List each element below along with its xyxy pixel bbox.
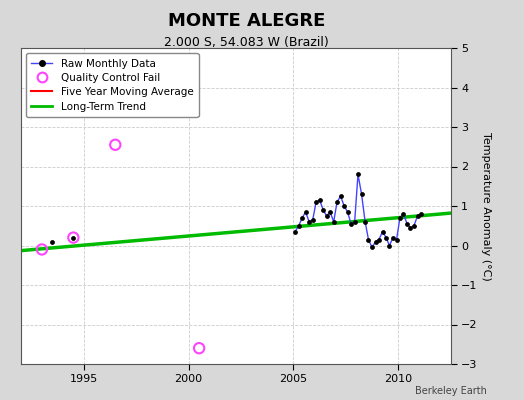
Point	[69, 234, 78, 241]
Legend: Raw Monthly Data, Quality Control Fail, Five Year Moving Average, Long-Term Tren: Raw Monthly Data, Quality Control Fail, …	[26, 53, 199, 117]
Point	[305, 218, 313, 225]
Point	[354, 171, 362, 178]
Text: MONTE ALEGRE: MONTE ALEGRE	[168, 12, 325, 30]
Point	[375, 236, 383, 243]
Point	[330, 218, 338, 225]
Point	[291, 228, 299, 235]
Point	[48, 238, 57, 245]
Point	[368, 244, 376, 251]
Point	[385, 242, 394, 249]
Point	[333, 199, 341, 205]
Point	[351, 218, 359, 225]
Text: 2.000 S, 54.083 W (Brazil): 2.000 S, 54.083 W (Brazil)	[164, 36, 329, 49]
Point	[343, 209, 352, 215]
Point	[378, 228, 387, 235]
Point	[195, 345, 203, 352]
Point	[372, 238, 380, 245]
Point	[38, 246, 46, 253]
Point	[413, 213, 422, 219]
Point	[403, 220, 411, 227]
Point	[361, 218, 369, 225]
Point	[417, 211, 425, 217]
Point	[364, 236, 373, 243]
Point	[322, 213, 331, 219]
Point	[406, 224, 414, 231]
Point	[392, 236, 401, 243]
Text: Berkeley Earth: Berkeley Earth	[416, 386, 487, 396]
Point	[294, 222, 303, 229]
Point	[312, 199, 320, 205]
Point	[309, 217, 317, 223]
Point	[301, 209, 310, 215]
Point	[111, 142, 119, 148]
Point	[326, 209, 334, 215]
Point	[357, 191, 366, 197]
Point	[340, 203, 348, 209]
Point	[319, 207, 328, 213]
Point	[315, 197, 324, 203]
Point	[298, 215, 307, 221]
Point	[410, 222, 418, 229]
Point	[69, 234, 78, 241]
Point	[336, 193, 345, 199]
Point	[389, 234, 397, 241]
Point	[347, 220, 355, 227]
Y-axis label: Temperature Anomaly (°C): Temperature Anomaly (°C)	[482, 132, 492, 280]
Point	[399, 211, 408, 217]
Point	[396, 215, 404, 221]
Point	[382, 234, 390, 241]
